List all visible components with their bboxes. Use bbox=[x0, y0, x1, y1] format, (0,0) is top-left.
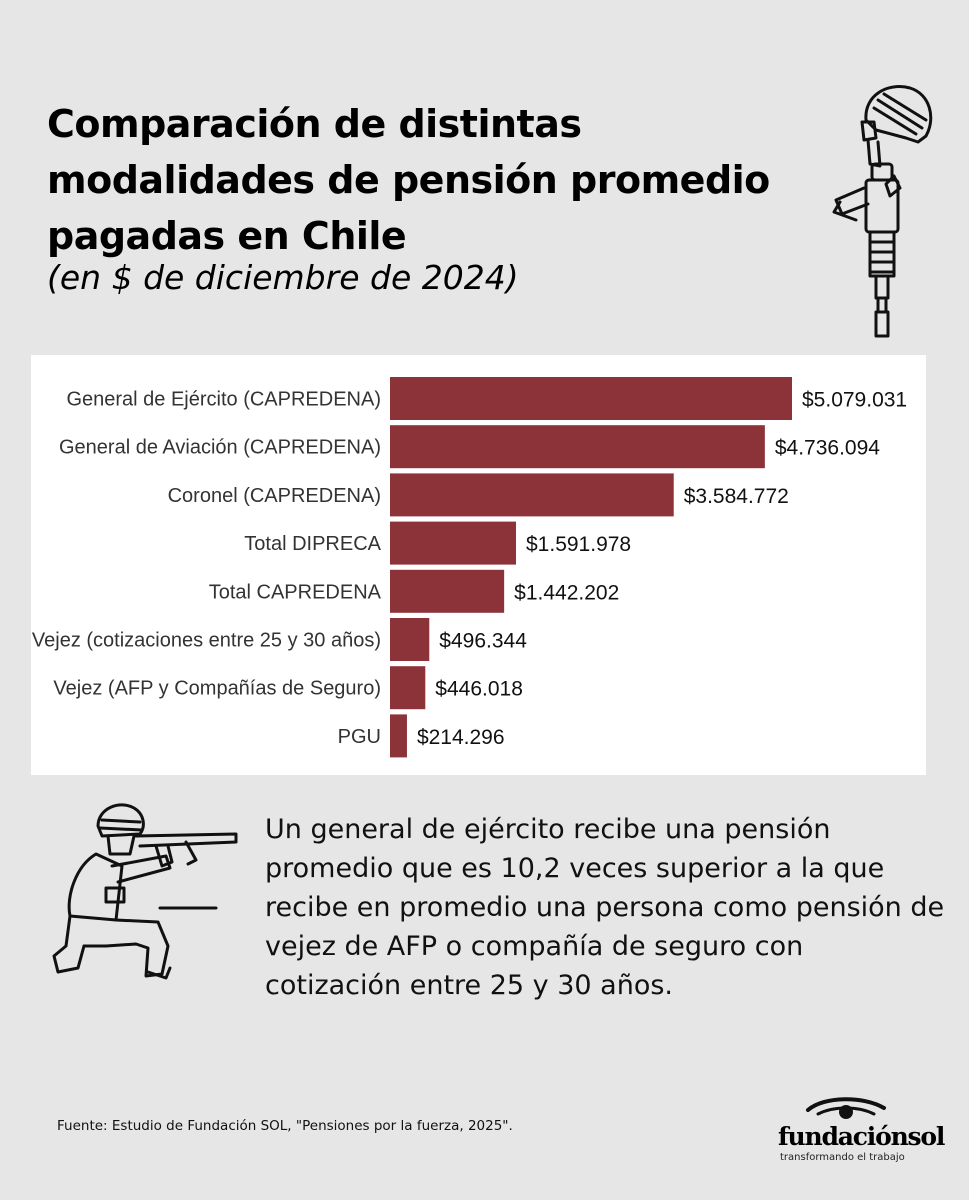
category-label: Vejez (AFP y Compañías de Seguro) bbox=[53, 678, 381, 700]
bar bbox=[390, 473, 674, 517]
value-label: $214.296 bbox=[417, 726, 505, 749]
category-label: Vejez (cotizaciones entre 25 y 30 años) bbox=[32, 630, 381, 652]
fundacion-sol-logo: fundaciónsol transformando el trabajo bbox=[776, 1094, 945, 1166]
bar bbox=[390, 569, 505, 613]
category-label: General de Ejército (CAPREDENA) bbox=[66, 389, 381, 411]
value-label: $496.344 bbox=[439, 630, 527, 653]
eye-icon bbox=[806, 1097, 886, 1119]
category-label: Total DIPRECA bbox=[244, 533, 381, 555]
logo-name: fundaciónsol bbox=[778, 1122, 945, 1151]
bar bbox=[390, 714, 407, 758]
value-label: $1.442.202 bbox=[514, 581, 619, 604]
bar bbox=[390, 425, 765, 469]
bar bbox=[390, 618, 430, 661]
chart-subtitle: (en $ de diciembre de 2024) bbox=[47, 258, 519, 297]
bar bbox=[390, 666, 426, 710]
bar-chart: General de Ejército (CAPREDENA) $5.079.03… bbox=[32, 377, 907, 758]
value-label: $446.018 bbox=[435, 678, 523, 701]
value-label: $5.079.031 bbox=[802, 389, 907, 412]
category-label: General de Aviación (CAPREDENA) bbox=[59, 437, 381, 459]
soldier-with-rifle-icon bbox=[832, 85, 933, 338]
category-label: Coronel (CAPREDENA) bbox=[168, 485, 381, 507]
caption-text: Un general de ejército recibe una pensió… bbox=[265, 814, 945, 1001]
value-label: $4.736.094 bbox=[775, 437, 880, 460]
value-label: $1.591.978 bbox=[526, 533, 631, 556]
bar bbox=[390, 521, 517, 565]
bar bbox=[390, 377, 792, 420]
value-label: $3.584.772 bbox=[684, 485, 789, 508]
chart-title: Comparación de distintas modalidades de … bbox=[47, 102, 770, 258]
category-label: Total CAPREDENA bbox=[209, 581, 382, 603]
chart-panel: General de Ejército (CAPREDENA) $5.079.03… bbox=[31, 355, 926, 775]
logo-tagline: transformando el trabajo bbox=[780, 1152, 905, 1163]
kneeling-soldier-aiming-icon bbox=[52, 803, 238, 980]
source-note: Fuente: Estudio de Fundación SOL, "Pensi… bbox=[57, 1118, 513, 1134]
category-label: PGU bbox=[338, 726, 381, 748]
